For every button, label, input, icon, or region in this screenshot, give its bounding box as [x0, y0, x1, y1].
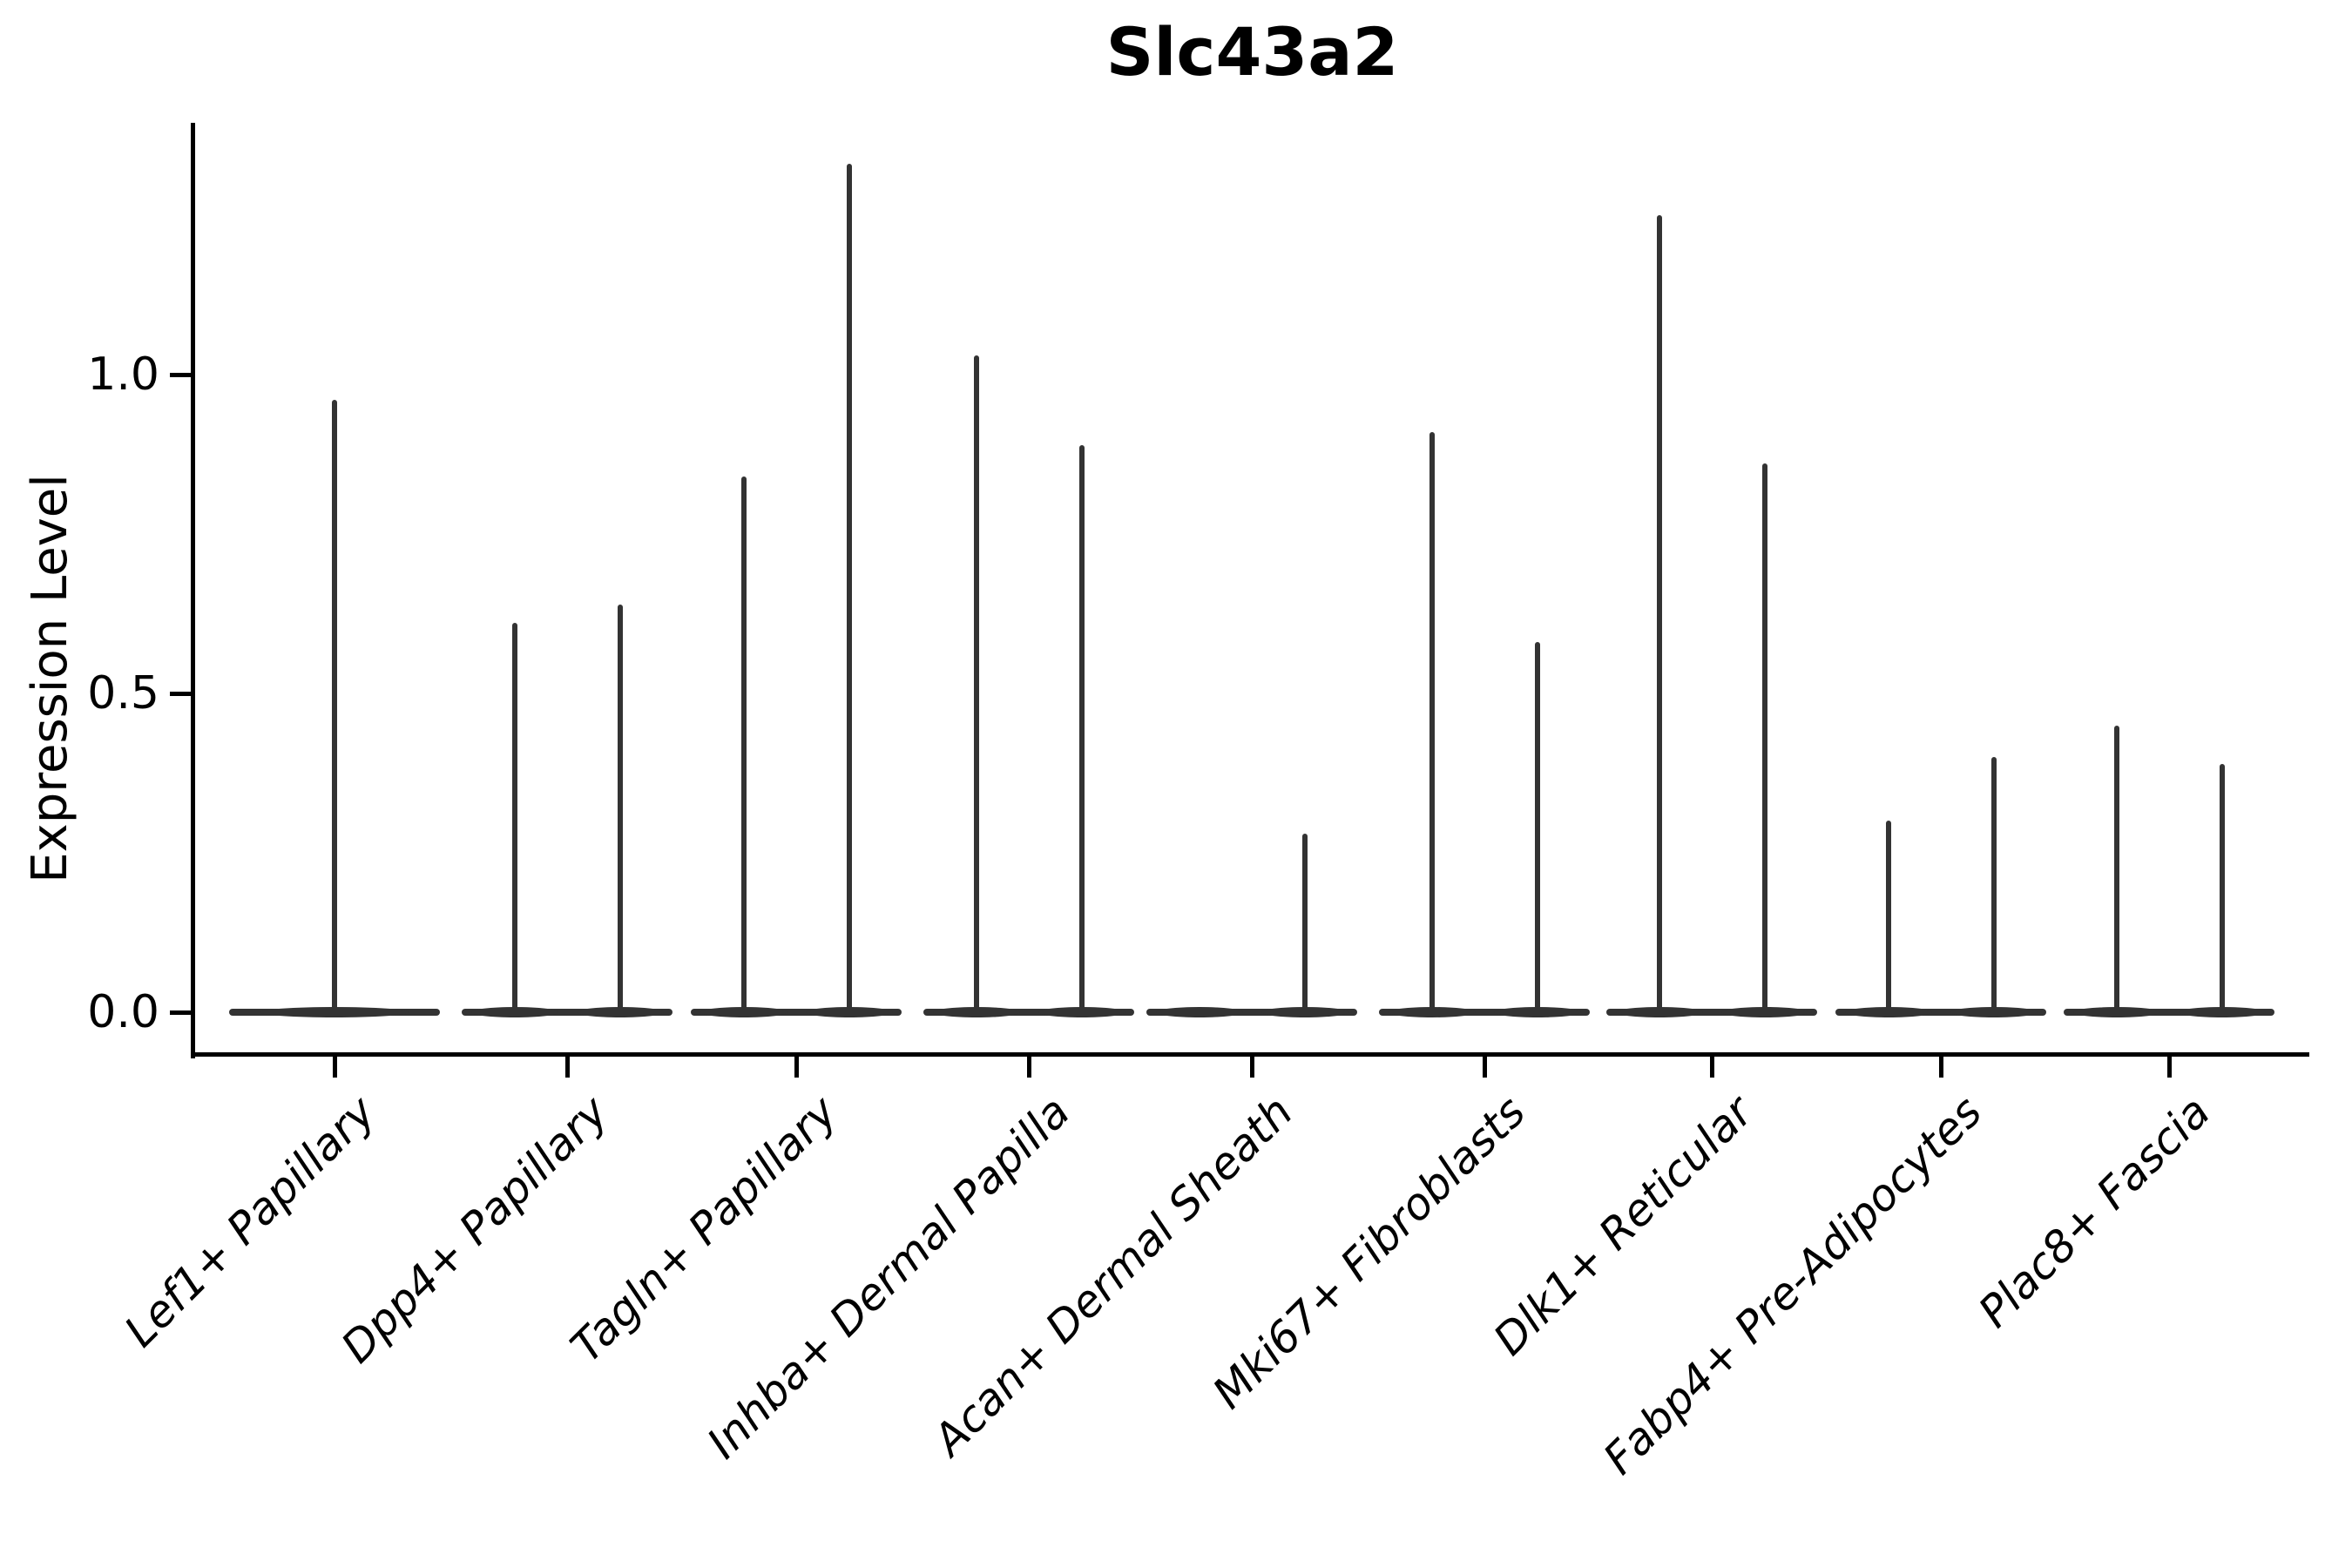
violin-spike	[1301, 834, 1308, 1012]
violin-spike	[1656, 215, 1662, 1012]
violin-spike	[1429, 431, 1435, 1012]
violin-base-bulge	[576, 1007, 664, 1017]
violin-base-bulge	[1844, 1007, 1932, 1017]
violin-base-bulge	[1493, 1007, 1581, 1017]
chart-title: Slc43a2	[1105, 13, 1399, 91]
violin-spike	[1990, 757, 1997, 1012]
y-tick	[170, 1010, 191, 1015]
violin-base-bulge	[1615, 1007, 1703, 1017]
violin-base-bulge	[1155, 1007, 1243, 1017]
violin-baseline	[691, 1009, 902, 1016]
x-axis-spine	[191, 1052, 2309, 1057]
violin-spike	[2219, 763, 2225, 1012]
violin-base-bulge	[1260, 1007, 1348, 1017]
x-tick	[1250, 1057, 1254, 1078]
x-tick	[565, 1057, 570, 1078]
violin-spike	[1885, 821, 1891, 1012]
violin-baseline	[1379, 1009, 1590, 1016]
violin-base-bulge	[260, 1007, 409, 1017]
violin-baseline	[2064, 1009, 2274, 1016]
x-tick	[2167, 1057, 2172, 1078]
x-tick	[1483, 1057, 1487, 1078]
x-tick	[794, 1057, 799, 1078]
x-tick	[1710, 1057, 1714, 1078]
y-axis-spine	[191, 123, 195, 1058]
violin-baseline	[462, 1009, 672, 1016]
violin-spike	[1761, 463, 1767, 1012]
violin-base-bulge	[1720, 1007, 1808, 1017]
violin-base-bulge	[1388, 1007, 1476, 1017]
violin-baseline	[1835, 1009, 2046, 1016]
violin-spike	[846, 164, 852, 1012]
violin-spike	[1078, 444, 1085, 1012]
violin-base-bulge	[805, 1007, 893, 1017]
y-tick	[170, 373, 191, 377]
violin-baseline	[923, 1009, 1134, 1016]
x-tick	[1939, 1057, 1943, 1078]
violin-baseline	[1606, 1009, 1817, 1016]
violin-spike	[740, 476, 747, 1012]
violin-baseline	[1146, 1009, 1357, 1016]
violin-base-bulge	[1950, 1007, 2038, 1017]
violin-spike	[1534, 642, 1540, 1012]
violin-spike	[511, 623, 517, 1012]
y-tick-label: 1.0	[87, 348, 159, 401]
y-tick	[170, 692, 191, 696]
violin-spike	[2113, 725, 2119, 1012]
violin-base-bulge	[932, 1007, 1020, 1017]
violin-base-bulge	[1037, 1007, 1125, 1017]
violin-base-bulge	[2178, 1007, 2266, 1017]
y-tick-label: 0.5	[87, 667, 159, 720]
violin-spike	[973, 355, 979, 1012]
x-tick	[333, 1057, 337, 1078]
violin-spike	[617, 604, 623, 1012]
violin-base-bulge	[470, 1007, 558, 1017]
y-tick-label: 0.0	[87, 986, 159, 1038]
violin-base-bulge	[700, 1007, 787, 1017]
x-tick	[1027, 1057, 1031, 1078]
violin-spike	[332, 400, 337, 1012]
violin-base-bulge	[2072, 1007, 2160, 1017]
